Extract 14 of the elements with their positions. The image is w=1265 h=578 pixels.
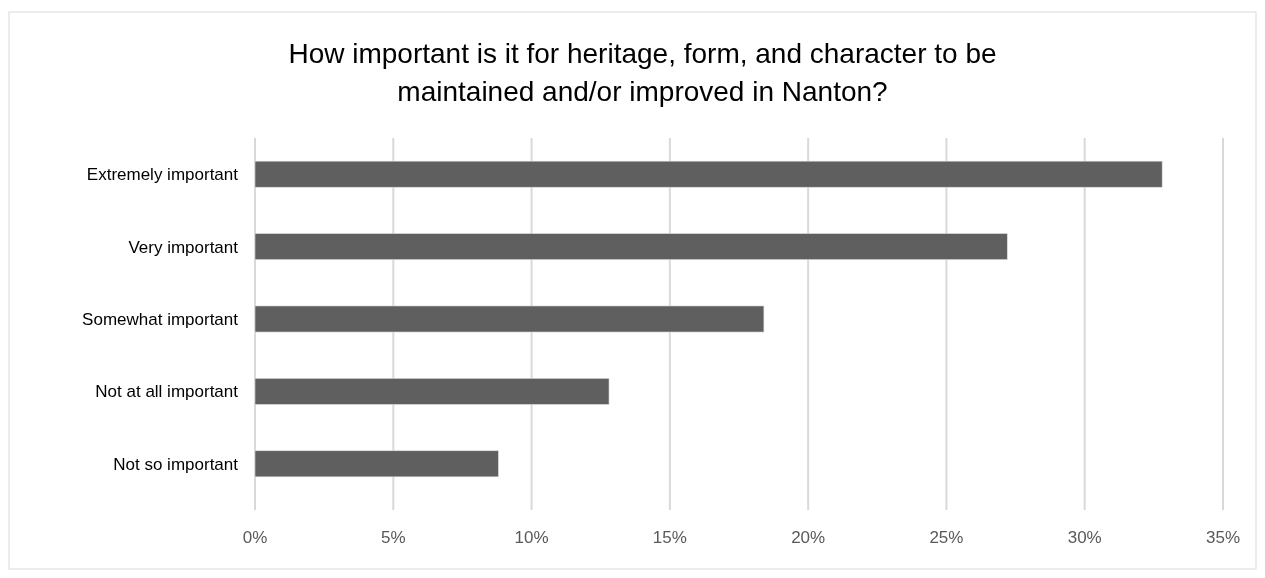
x-tick-label: 20% [791, 528, 826, 547]
x-tick-label: 5% [381, 528, 406, 547]
y-tick-label: Extremely important [86, 165, 239, 185]
x-tick-label: 15% [652, 528, 687, 547]
x-tick-label: 35% [1205, 528, 1241, 547]
x-tick-label: 30% [1067, 528, 1102, 547]
chart-title: How important is it for heritage, form, and character to be maintained and/or improved in Nanton? [288, 38, 997, 107]
y-tick-label: Somewhat important [82, 309, 239, 329]
x-tick-label: 10% [514, 528, 549, 547]
y-tick-label: Very important [128, 237, 239, 257]
x-tick-label: 0% [242, 528, 268, 547]
y-tick-label: Not at all important [95, 382, 239, 402]
y-tick-label: Not so important [113, 454, 239, 474]
x-tick-label: 25% [929, 528, 964, 547]
